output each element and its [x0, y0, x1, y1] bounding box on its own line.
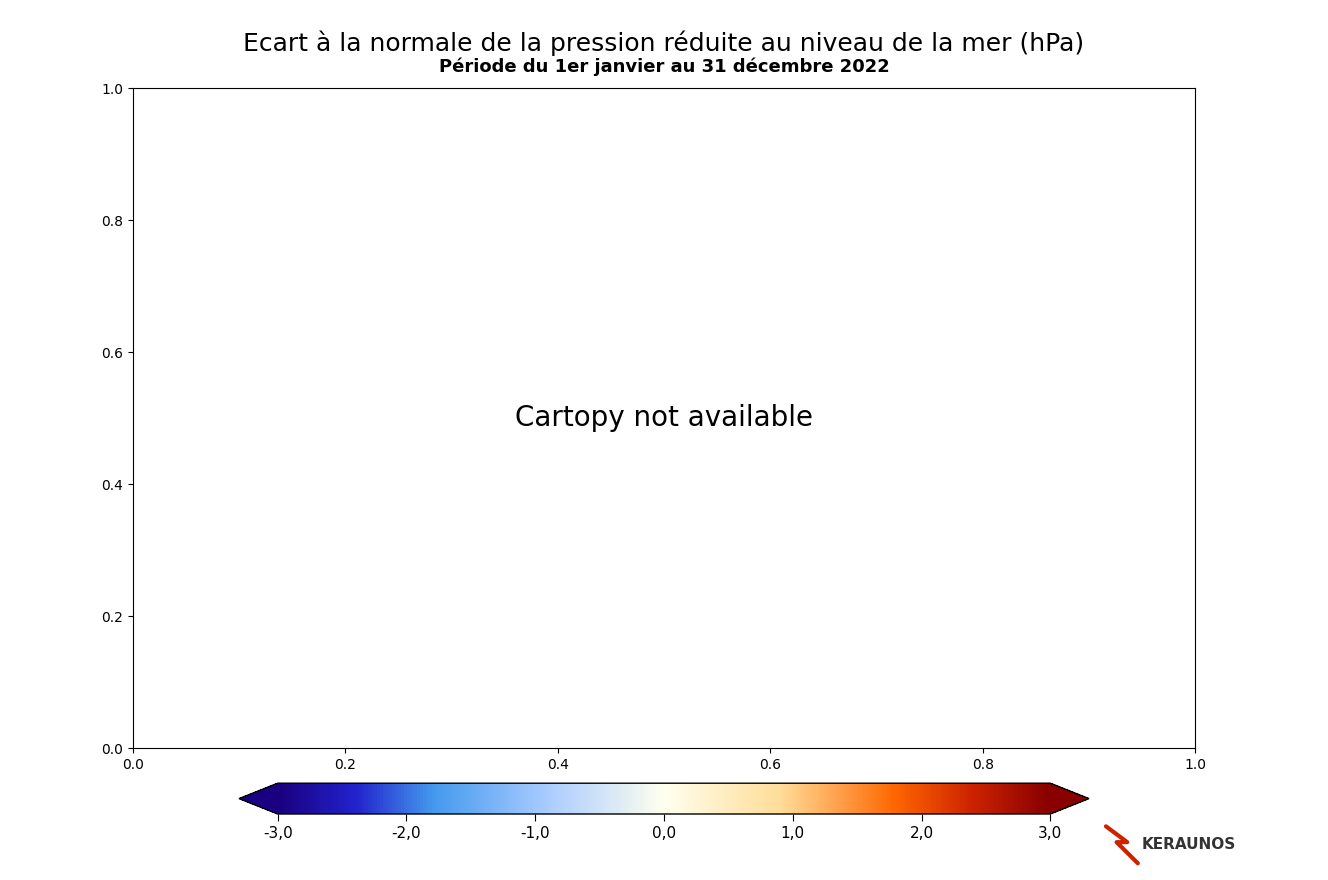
- PathPatch shape: [1050, 783, 1089, 814]
- Text: Ecart à la normale de la pression réduite au niveau de la mer (hPa): Ecart à la normale de la pression réduit…: [243, 31, 1085, 56]
- Text: KERAUNOS: KERAUNOS: [1142, 837, 1236, 853]
- PathPatch shape: [239, 783, 278, 814]
- Text: Période du 1er janvier au 31 décembre 2022: Période du 1er janvier au 31 décembre 20…: [438, 57, 890, 76]
- Text: Cartopy not available: Cartopy not available: [515, 404, 813, 432]
